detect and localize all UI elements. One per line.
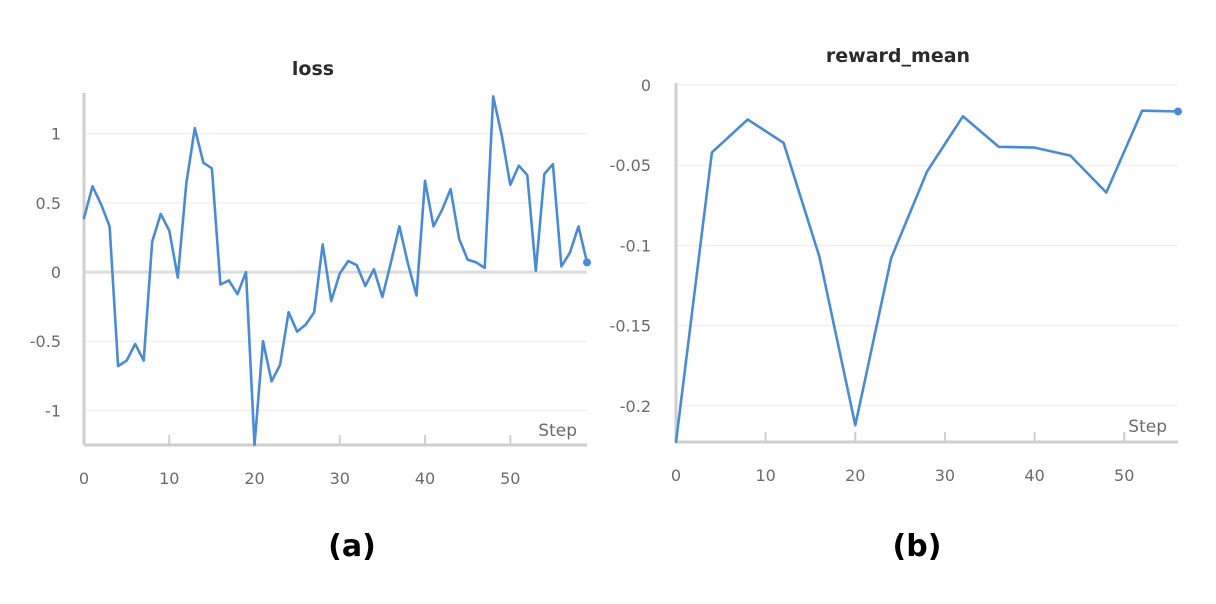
y-tick-label: 1	[51, 125, 61, 144]
x-tick-label: 30	[330, 469, 350, 488]
reward-axes	[674, 83, 1178, 444]
loss-series-line	[82, 95, 589, 447]
y-tick-label: 0.5	[36, 194, 61, 213]
x-axis-label-step: Step	[1128, 417, 1167, 437]
y-tick-label: -0.15	[610, 317, 651, 336]
y-tick-label: 0	[51, 263, 61, 282]
x-tick-label: 30	[935, 466, 955, 485]
y-tick-label: -1	[45, 401, 61, 420]
y-tick-label: -0.5	[30, 332, 61, 351]
x-tick-label: 0	[79, 469, 89, 488]
x-tick-label: 0	[671, 466, 681, 485]
panel-label-a: (a)	[328, 529, 376, 564]
reward-series-line	[674, 109, 1180, 444]
reward-gridlines	[676, 84, 1178, 407]
x-tick-label: 50	[1114, 466, 1134, 485]
x-tick-label: 10	[159, 469, 179, 488]
x-tick-label: 20	[244, 469, 264, 488]
chart-title-reward-mean: reward_mean	[826, 45, 970, 67]
chart-title-loss: loss	[292, 58, 334, 80]
x-tick-label: 10	[755, 466, 775, 485]
reward-tick-labels: 0 -0.05 -0.1 -0.15 -0.2 0 10 20 30 40 50	[610, 76, 1135, 485]
panel-label-b: (b)	[893, 529, 942, 564]
reward-mean-chart: reward_mean Step (b) 0 -0.05 -0.1 -0.15 -0.2…	[610, 45, 1182, 564]
x-axis-label-step: Step	[538, 421, 577, 441]
x-tick-label: 40	[1024, 466, 1044, 485]
y-tick-label: 0	[641, 76, 651, 95]
loss-tick-labels: -1-0.500.510 10 20 30 40 50	[30, 125, 521, 488]
reward-series-end-point	[1174, 107, 1182, 116]
loss-axes	[82, 93, 587, 447]
x-tick-label: 50	[500, 469, 520, 488]
loss-gridlines	[84, 133, 587, 411]
y-tick-label: -0.2	[620, 397, 651, 416]
x-tick-label: 40	[415, 469, 435, 488]
y-tick-label: -0.05	[610, 156, 651, 175]
loss-series-end-point	[583, 258, 591, 267]
y-tick-label: -0.1	[620, 236, 651, 255]
x-tick-label: 20	[845, 466, 865, 485]
loss-chart: loss Step (a) -1-0.500.510 10 20 30 40 50	[30, 58, 591, 564]
